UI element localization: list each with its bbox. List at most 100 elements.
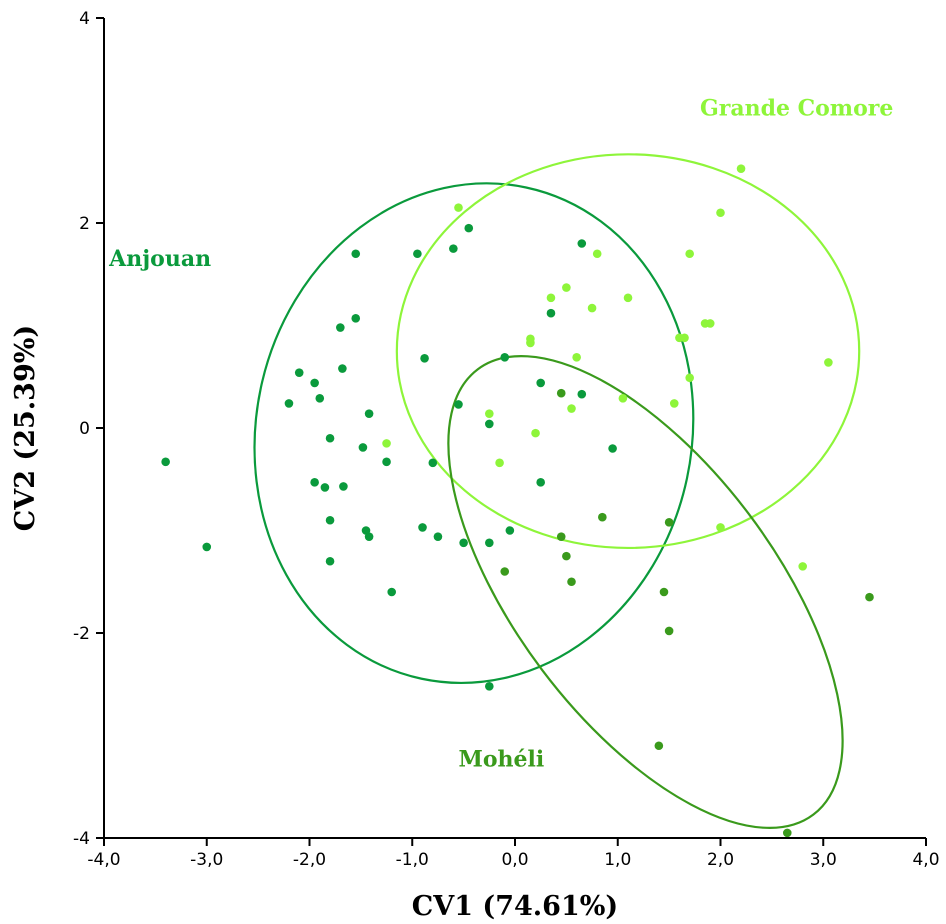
anjouan-point: [310, 378, 319, 388]
anjouan-point: [433, 532, 443, 541]
moheli-point: [865, 592, 874, 602]
grande-comore-point: [592, 249, 602, 259]
grande-comore-point: [495, 458, 504, 468]
anjouan-point: [387, 587, 397, 597]
anjouan-point: [485, 682, 494, 691]
anjouan-point: [536, 378, 545, 388]
axes: [103, 18, 926, 839]
y-tick-label: 2: [79, 214, 90, 234]
x-tick-label: 2,0: [707, 850, 734, 870]
moheli-ellipse: [447, 355, 844, 829]
anjouan-point: [505, 526, 515, 535]
grande-comore-point: [824, 358, 833, 367]
anjouan-point: [339, 482, 348, 491]
grande-comore-ellipse: [395, 153, 861, 550]
anjouan-point: [358, 443, 368, 452]
anjouan-point: [320, 483, 330, 492]
grande-comore-point: [567, 404, 576, 413]
grande-comore-point: [526, 334, 535, 344]
anjouan-point: [577, 389, 587, 399]
anjouan-point: [454, 400, 463, 409]
grande-comore-point: [572, 352, 581, 362]
anjouan-point: [420, 354, 429, 363]
anjouan-point: [325, 515, 335, 525]
grande-comore-label: Grande Comore: [700, 95, 893, 121]
anjouan-point: [364, 409, 374, 418]
anjouan-point: [459, 538, 468, 548]
y-tick-label: -4: [73, 829, 90, 849]
anjouan-label: Anjouan: [108, 246, 211, 272]
moheli-point: [500, 567, 510, 576]
x-tick-label: 1,0: [604, 850, 631, 870]
grande-comore-point: [623, 293, 633, 303]
y-axis-title: CV2 (25.39%): [10, 325, 41, 531]
anjouan-point: [351, 314, 361, 323]
moheli-point: [598, 512, 607, 522]
grande-comore-point: [680, 333, 689, 343]
moheli-label: Mohéli: [458, 746, 544, 772]
moheli-point: [556, 532, 566, 541]
anjouan-point: [608, 444, 617, 453]
x-tick-label: 3,0: [810, 850, 837, 870]
anjouan-point: [382, 457, 391, 467]
grande-comore-point: [736, 164, 746, 173]
confidence-ellipses: [253, 153, 861, 829]
anjouan-point: [325, 556, 335, 566]
anjouan-point: [315, 393, 325, 403]
x-tick-label: -1,0: [396, 850, 429, 870]
anjouan-point: [546, 308, 556, 318]
anjouan-point: [536, 478, 545, 487]
anjouan-point: [485, 419, 494, 429]
grande-comore-point: [716, 208, 725, 218]
anjouan-point: [485, 538, 494, 548]
grande-comore-point: [562, 283, 571, 292]
moheli-point: [556, 388, 566, 398]
grande-comore-point: [716, 523, 725, 532]
x-axis-title: CV1 (74.61%): [412, 891, 618, 922]
scatter-points: [161, 164, 874, 838]
anjouan-point: [202, 542, 212, 552]
grande-comore-point: [798, 562, 807, 571]
x-tick-label: 0,0: [501, 850, 528, 870]
grande-comore-point: [454, 203, 463, 212]
grande-comore-point: [546, 293, 556, 303]
anjouan-point: [310, 478, 319, 487]
anjouan-point: [449, 244, 458, 253]
anjouan-point: [161, 457, 170, 467]
grande-comore-point: [705, 319, 715, 328]
anjouan-point: [338, 364, 347, 373]
moheli-point: [659, 587, 669, 597]
moheli-point: [562, 551, 571, 561]
moheli-point: [567, 577, 576, 587]
tick-marks: -4,0 -3,0 -2,0 -1,0 0,0 1,0 2,0 3,0 4,0 4 2 0 -2 -4: [73, 9, 939, 870]
anjouan-point: [428, 458, 438, 468]
moheli-point: [654, 741, 664, 751]
anjouan-point: [351, 249, 361, 259]
anjouan-point: [284, 399, 294, 408]
grande-comore-point: [685, 373, 694, 383]
grande-comore-point: [587, 303, 597, 313]
grande-comore-point: [618, 393, 628, 403]
grande-comore-point: [685, 249, 694, 259]
moheli-point: [782, 828, 792, 838]
moheli-point: [664, 518, 674, 527]
grande-comore-point: [669, 399, 679, 408]
y-tick-label: 0: [79, 419, 90, 439]
anjouan-point: [418, 523, 427, 532]
anjouan-point: [364, 532, 374, 541]
group-labels: Anjouan Grande Comore Mohéli: [108, 95, 893, 772]
grande-comore-point: [485, 409, 494, 418]
anjouan-point: [325, 433, 335, 443]
anjouan-point: [294, 368, 304, 377]
anjouan-point: [336, 323, 345, 332]
x-tick-label: -3,0: [190, 850, 223, 870]
x-tick-label: -2,0: [293, 850, 326, 870]
x-tick-label: 4,0: [912, 850, 939, 870]
x-tick-label: -4,0: [87, 850, 120, 870]
anjouan-point: [577, 239, 587, 248]
anjouan-ellipse: [253, 182, 695, 685]
grande-comore-point: [382, 439, 391, 448]
anjouan-point: [413, 249, 422, 259]
y-tick-label: -2: [73, 624, 90, 644]
